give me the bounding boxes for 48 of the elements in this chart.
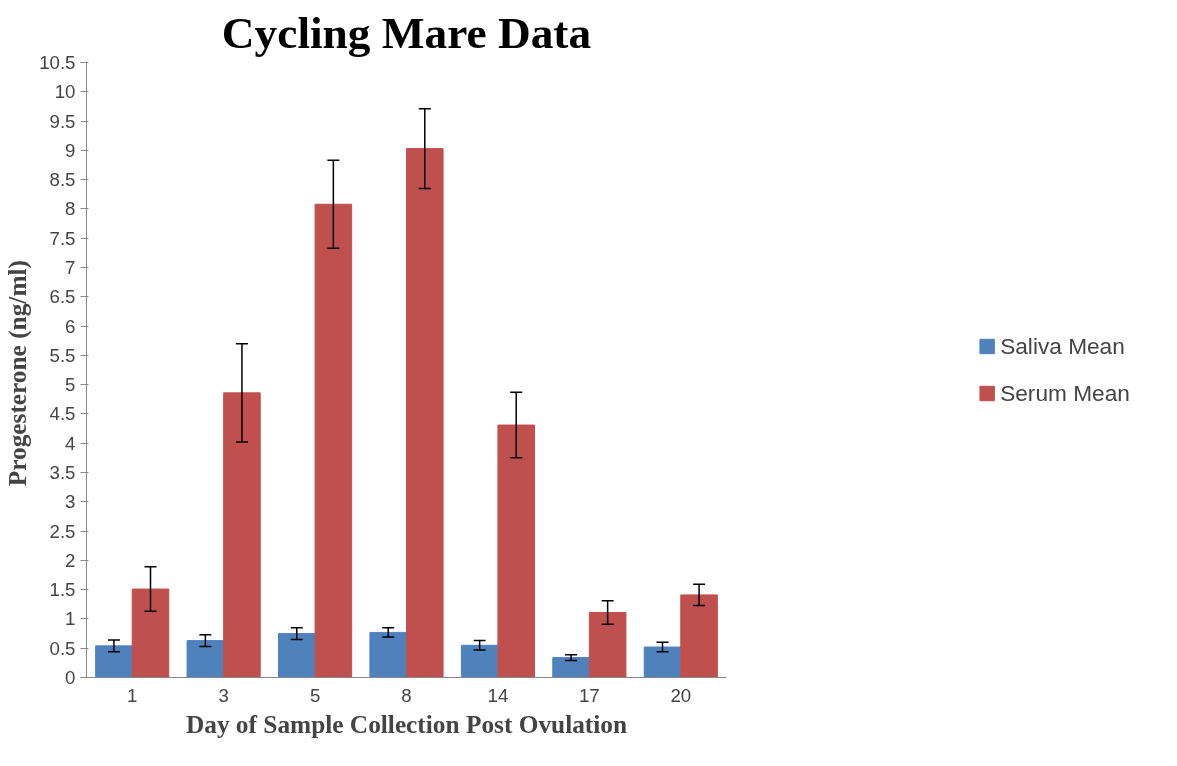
- y-tick-label: 1.5: [49, 579, 76, 601]
- x-tick-label: 20: [670, 684, 692, 706]
- y-tick-label: 9: [65, 139, 76, 161]
- chart-title: Cycling Mare Data: [221, 7, 592, 58]
- y-tick-label: 4.5: [49, 403, 76, 425]
- x-tick-label: 3: [218, 684, 229, 706]
- y-tick-label: 7.5: [49, 227, 76, 249]
- y-axis-title: Progesterone (ng/ml): [3, 260, 33, 487]
- y-tick-label: 5.5: [49, 344, 76, 366]
- y-tick-label: 8: [65, 198, 76, 220]
- legend-label: Serum Mean: [1000, 379, 1130, 407]
- bar: [643, 646, 682, 678]
- y-tick-label: 1: [65, 608, 76, 630]
- y-tick-label: 2.5: [49, 520, 76, 542]
- y-tick-label: 8.5: [49, 169, 76, 191]
- bar: [186, 640, 225, 678]
- bar: [680, 594, 718, 678]
- bar: [131, 588, 170, 678]
- x-tick-label: 1: [127, 684, 138, 706]
- bar: [95, 645, 133, 678]
- bar: [314, 203, 353, 678]
- y-tick-label: 3.5: [49, 462, 76, 483]
- bar: [278, 633, 316, 678]
- bar: [460, 644, 499, 678]
- y-tick-label: 3: [65, 491, 76, 513]
- legend-label: Saliva Mean: [1000, 332, 1125, 360]
- bar: [406, 148, 444, 678]
- y-tick-label: 7: [65, 257, 76, 278]
- bar: [223, 392, 261, 678]
- y-tick-label: 0: [65, 667, 76, 688]
- y-tick-label: 0.5: [49, 637, 76, 659]
- x-tick-label: 5: [309, 684, 321, 706]
- bar: [552, 657, 590, 678]
- y-tick-label: 6: [65, 315, 76, 337]
- y-tick-label: 6.5: [49, 286, 76, 308]
- y-tick-label: 4: [65, 432, 76, 454]
- bar: [588, 611, 627, 678]
- y-tick-label: 9.5: [49, 110, 76, 132]
- y-tick-label: 10: [54, 81, 76, 103]
- x-tick-label: 8: [401, 684, 412, 706]
- y-tick-label: 2: [65, 549, 76, 571]
- x-axis-title: Day of Sample Collection Post Ovulation: [185, 709, 628, 738]
- y-tick-label: 5: [65, 374, 76, 396]
- bar: [497, 424, 535, 678]
- y-tick-label: 10.5: [39, 52, 76, 73]
- x-tick-label: 17: [578, 684, 600, 706]
- x-tick-label: 14: [487, 684, 509, 706]
- bar: [369, 631, 407, 678]
